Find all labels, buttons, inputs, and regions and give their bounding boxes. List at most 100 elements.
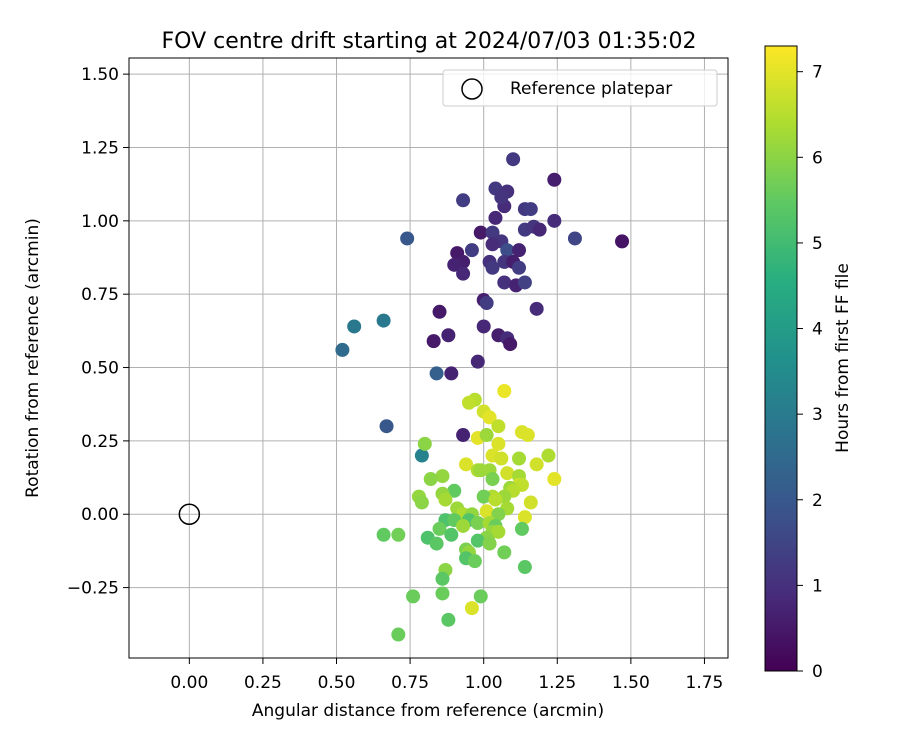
data-point [491, 524, 506, 539]
data-point [479, 295, 494, 310]
data-point [523, 202, 538, 217]
data-point [567, 231, 582, 246]
y-tick-label: 1.00 [81, 212, 119, 232]
y-axis-label: Rotation from reference (arcmin) [23, 218, 43, 498]
x-axis-label: Angular distance from reference (arcmin) [252, 701, 604, 721]
data-point [470, 533, 485, 548]
data-point [479, 428, 494, 443]
data-point [532, 222, 547, 237]
data-point [517, 560, 532, 575]
plot-frame [128, 57, 729, 659]
data-point [514, 521, 529, 536]
data-point [400, 231, 415, 246]
x-tick-label: 0.50 [318, 673, 356, 693]
colorbar-tick-label: 7 [812, 63, 823, 83]
data-points [178, 152, 630, 642]
data-point [488, 210, 503, 225]
data-point [500, 243, 515, 258]
colorbar-tick-label: 3 [812, 405, 823, 425]
data-point [497, 275, 512, 290]
data-point [500, 466, 515, 481]
y-tick-label: 1.25 [81, 138, 119, 158]
data-point [503, 337, 518, 352]
reference-point-marker [178, 503, 201, 525]
y-tick-label: 0.75 [81, 285, 119, 305]
data-point [441, 328, 456, 343]
data-point [464, 243, 479, 258]
data-point [485, 237, 500, 252]
colorbar-tick-label: 1 [812, 576, 823, 596]
y-tick-label: 0.00 [81, 505, 119, 525]
data-point [447, 257, 462, 272]
data-point [485, 225, 500, 240]
data-point [541, 448, 556, 463]
data-point [432, 304, 447, 319]
data-point [470, 516, 485, 531]
data-point [435, 586, 450, 601]
data-point [429, 536, 444, 551]
data-point [461, 395, 476, 410]
colorbar-tick-label: 5 [812, 234, 823, 254]
x-tick-label: 0.00 [170, 673, 208, 693]
data-point [435, 571, 450, 586]
data-point [547, 172, 562, 187]
data-point [512, 243, 527, 258]
data-point [494, 190, 509, 205]
data-point [447, 483, 462, 498]
data-point [456, 266, 471, 281]
y-tick-label: 0.25 [81, 432, 119, 452]
data-point [488, 492, 503, 507]
data-point [485, 260, 500, 275]
data-point [494, 451, 509, 466]
data-point [482, 410, 497, 425]
x-tick-label: 1.75 [686, 673, 724, 693]
data-point [347, 319, 362, 334]
data-point [429, 366, 444, 381]
data-point [517, 275, 532, 290]
data-point [376, 313, 391, 328]
data-point [444, 527, 459, 542]
legend-entry-reference: Reference platepar [510, 79, 672, 99]
colorbar-gradient [764, 45, 798, 672]
data-point [459, 457, 474, 472]
data-point [391, 627, 406, 642]
data-point [547, 213, 562, 228]
data-point [426, 334, 441, 349]
data-point [547, 472, 562, 487]
data-point [529, 457, 544, 472]
colorbar-ticks: 0 1 2 3 4 5 6 7 [797, 63, 823, 682]
data-point [456, 193, 471, 208]
y-tick-label: 0.50 [81, 359, 119, 379]
y-tick-label: −0.25 [67, 579, 119, 599]
data-point [441, 612, 456, 627]
x-tick-label: 1.00 [465, 673, 503, 693]
data-point [473, 589, 488, 604]
data-point [414, 448, 429, 463]
grid-lines [129, 58, 728, 658]
data-point [456, 518, 471, 533]
data-point [376, 527, 391, 542]
colorbar-tick-label: 6 [812, 148, 823, 168]
x-tick-label: 1.25 [538, 673, 576, 693]
colorbar-label: Hours from first FF file [833, 263, 853, 453]
data-point [476, 319, 491, 334]
data-point [523, 495, 538, 510]
data-point [464, 601, 479, 616]
data-point [491, 419, 506, 434]
data-point [491, 507, 506, 522]
data-point [423, 472, 438, 487]
colorbar: 0 1 2 3 4 5 6 7 Hours from first FF file [764, 45, 853, 682]
data-point [520, 428, 535, 443]
legend: Reference platepar [442, 69, 718, 107]
colorbar-tick-label: 2 [812, 491, 823, 511]
data-point [482, 536, 497, 551]
data-point [379, 419, 394, 434]
data-point [497, 545, 512, 560]
data-point [414, 495, 429, 510]
data-point [485, 472, 500, 487]
data-point [615, 234, 630, 249]
data-point [467, 554, 482, 569]
data-point [512, 451, 527, 466]
data-point [417, 436, 432, 451]
